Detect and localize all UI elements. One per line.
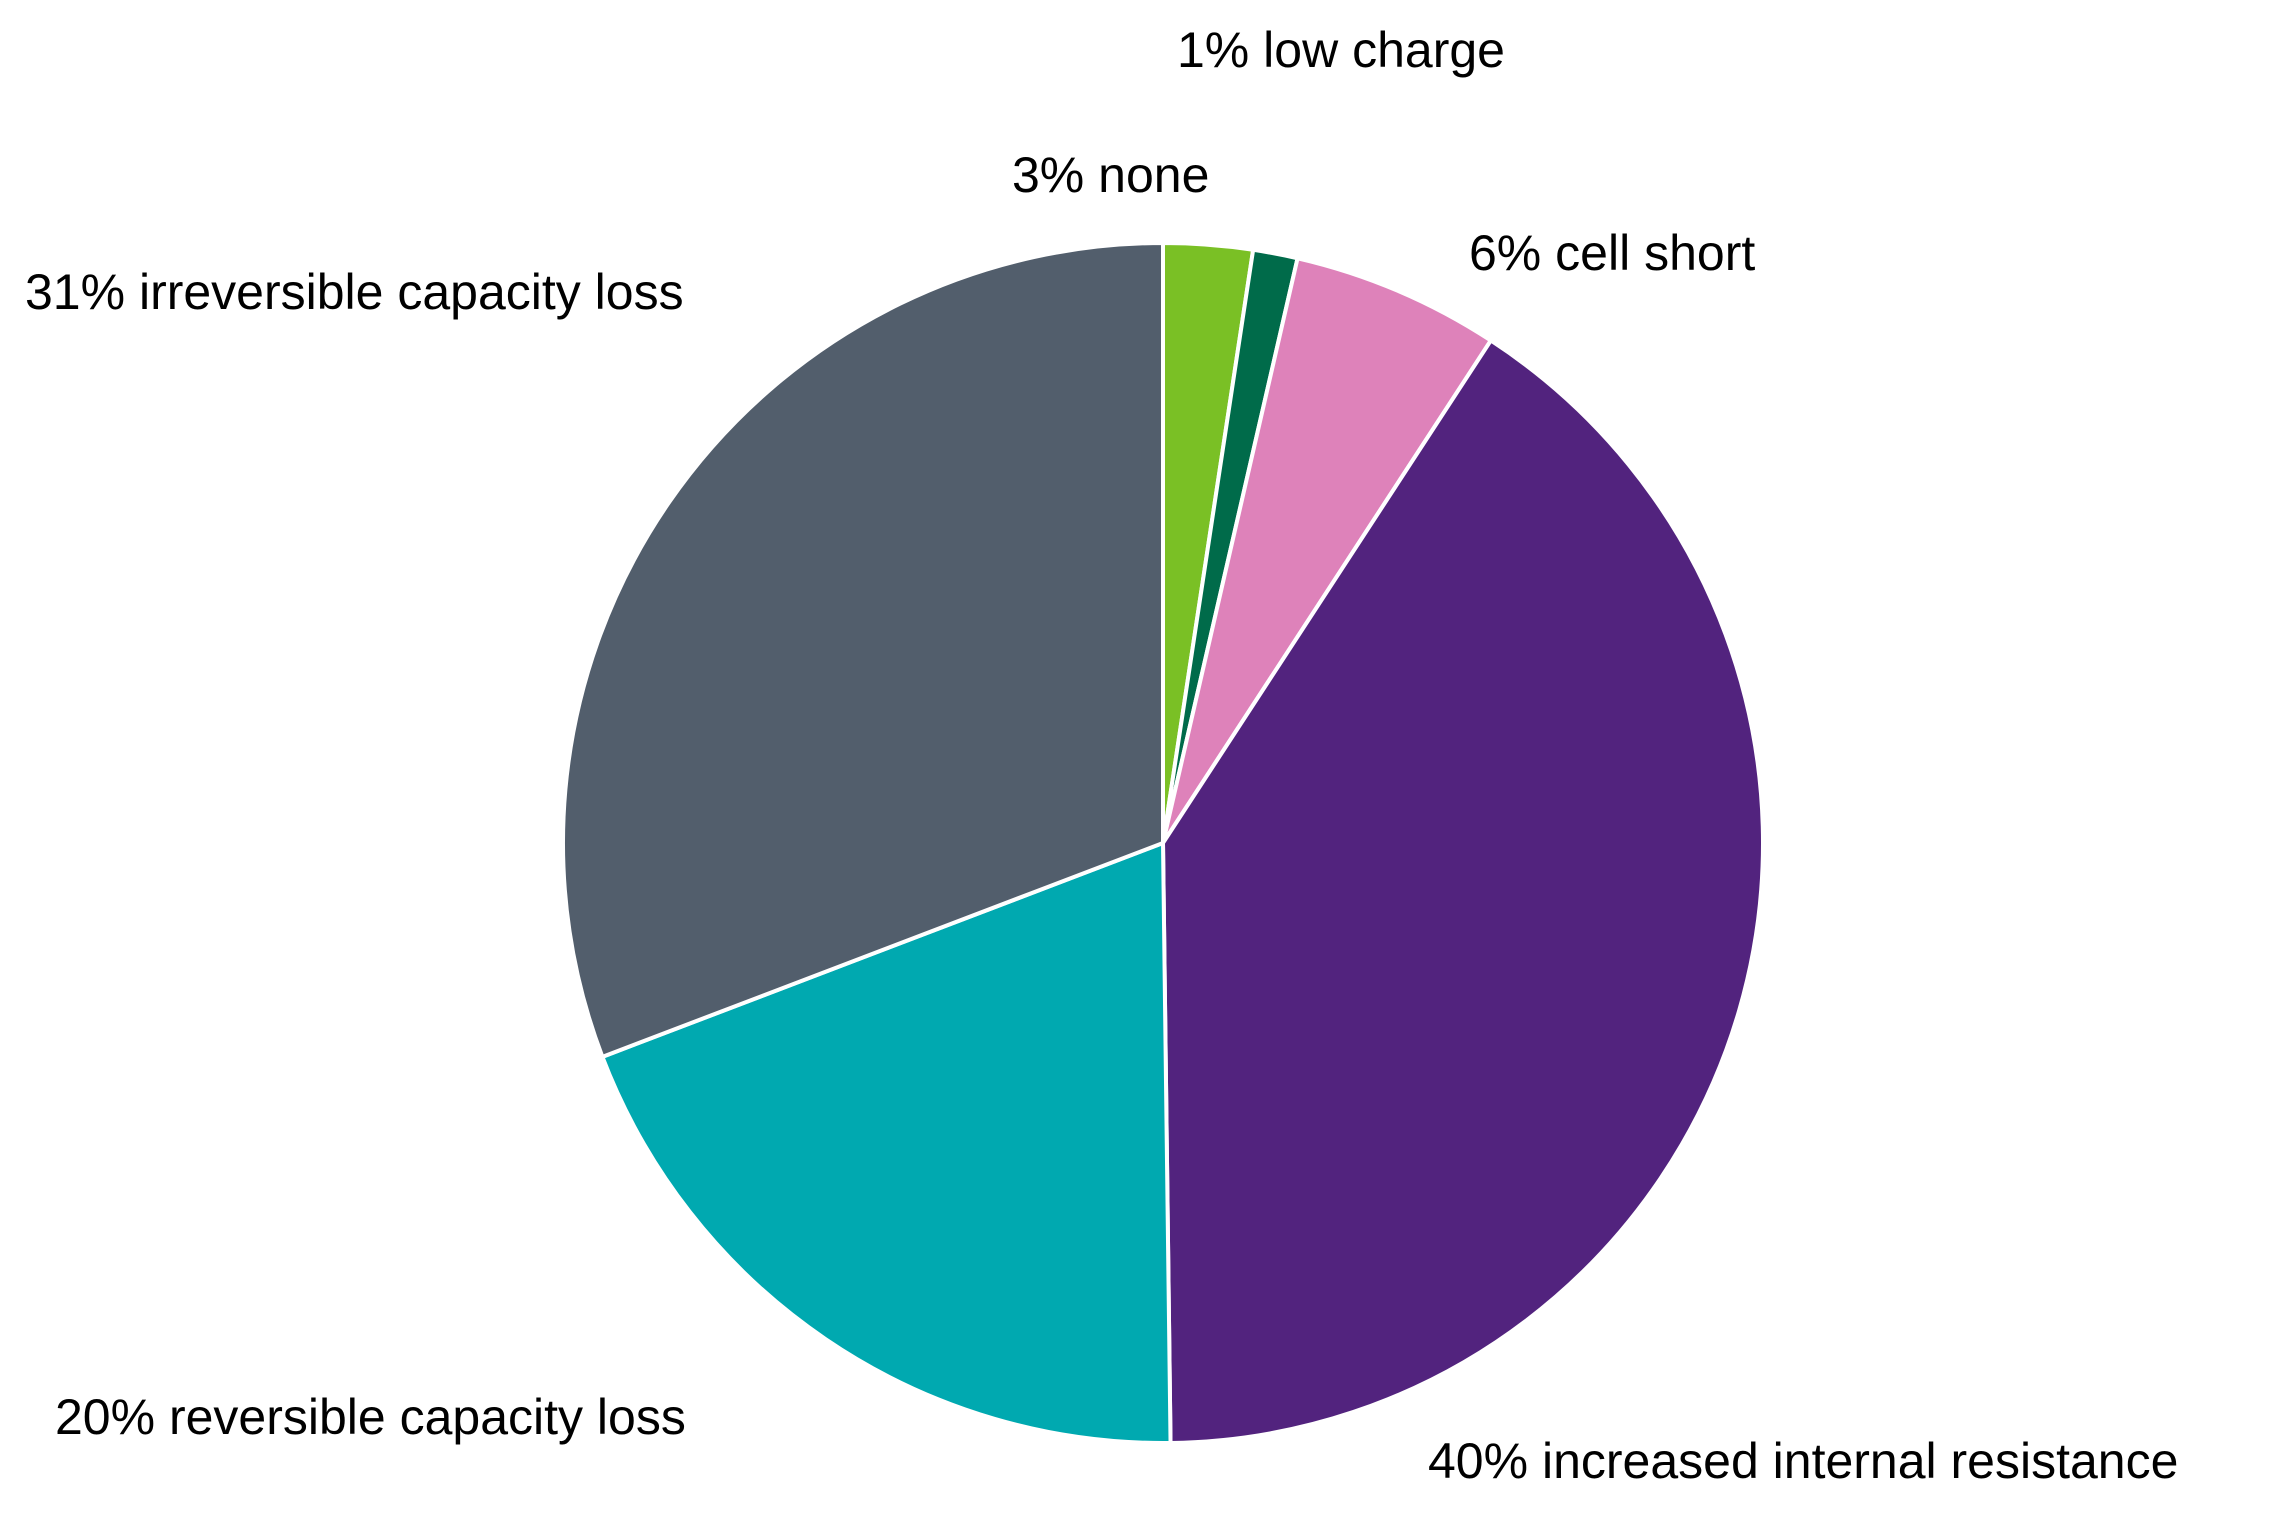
pie-slices [561, 241, 1765, 1445]
pie-slice-cell-short [1161, 256, 1493, 845]
pie-slice-reversible-capacity-loss [600, 841, 1173, 1445]
slice-label-low-charge: 1% low charge [1177, 22, 1505, 78]
slice-label-none: 3% none [1012, 147, 1209, 203]
slice-label-irreversible-capacity-loss: 31% irreversible capacity loss [25, 264, 684, 320]
pie-labels: 3% none 1% low charge 6% cell short 40% … [25, 22, 2178, 1489]
slice-label-cell-short: 6% cell short [1469, 225, 1755, 281]
pie-slice-increased-internal-resistance [1161, 338, 1765, 1445]
pie-slice-irreversible-capacity-loss [561, 241, 1165, 1059]
slice-label-reversible-capacity-loss: 20% reversible capacity loss [55, 1389, 686, 1445]
slice-label-increased-internal-resistance: 40% increased internal resistance [1428, 1433, 2178, 1489]
